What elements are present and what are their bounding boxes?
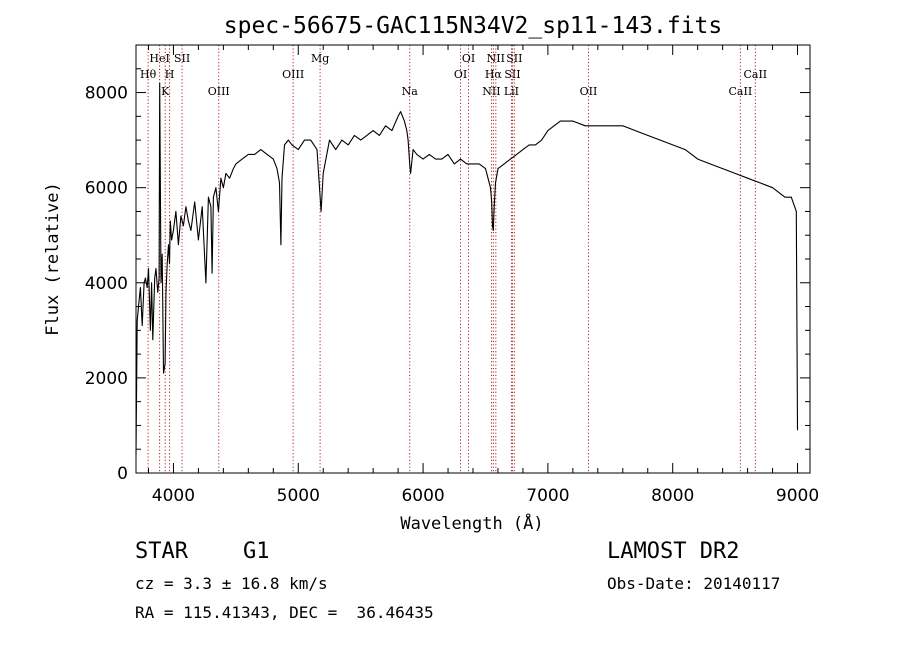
y-tick-label-2: 4000 xyxy=(85,274,128,294)
line-label-4: SII xyxy=(174,52,190,65)
line-label-15: LiI xyxy=(504,85,519,98)
y-tick-label-3: 6000 xyxy=(85,179,128,199)
axis-layer: 4000 5000 6000 7000 8000 9000 0 2000 4000 6000 800… xyxy=(85,44,819,506)
line-label-10: OI xyxy=(462,52,475,65)
object-subclass: G1 xyxy=(243,539,270,564)
line-label-1: HeI xyxy=(149,52,169,65)
x-axis-label: Wavelength (Å) xyxy=(400,512,543,534)
line-label-2: K xyxy=(161,85,170,98)
line-label-6: OIII xyxy=(282,68,304,81)
spectrum-line xyxy=(135,82,799,455)
redshift-text: cz = 3.3 ± 16.8 km/s xyxy=(135,574,328,593)
line-label-5: OIII xyxy=(208,85,230,98)
line-label-13: Hα xyxy=(485,68,503,81)
line-label-16: SII xyxy=(506,52,522,65)
line-label-11: NII xyxy=(482,85,500,98)
chart-title: spec-56675-GAC115N34V2_sp11-143.fits xyxy=(224,13,723,39)
line-label-8: Na xyxy=(402,85,419,98)
y-tick-label-0: 0 xyxy=(117,464,128,484)
line-label-14: SII xyxy=(504,68,520,81)
spectrum-layer xyxy=(135,82,799,455)
y-tick-label-4: 8000 xyxy=(85,84,128,104)
y-tick-label-1: 2000 xyxy=(85,369,128,389)
obs-date: Obs-Date: 20140117 xyxy=(607,574,781,593)
line-label-12: NII xyxy=(487,52,505,65)
line-label-19: CaII xyxy=(743,68,767,81)
x-tick-label-1: 5000 xyxy=(277,486,320,506)
survey-name: LAMOST DR2 xyxy=(607,539,740,564)
line-label-0: Hθ xyxy=(140,68,157,81)
plot-frame xyxy=(135,44,811,474)
x-tick-label-3: 7000 xyxy=(526,486,569,506)
x-tick-label-4: 8000 xyxy=(651,486,694,506)
x-tick-label-5: 9000 xyxy=(776,486,819,506)
y-axis-label: Flux (relative) xyxy=(43,182,63,336)
line-label-17: OII xyxy=(580,85,598,98)
object-class: STAR xyxy=(135,539,188,564)
coordinates-text: RA = 115.41343, DEC = 36.46435 xyxy=(135,603,434,622)
line-label-9: OI xyxy=(454,68,467,81)
x-tick-label-2: 6000 xyxy=(401,486,444,506)
x-tick-label-0: 4000 xyxy=(152,486,195,506)
line-label-18: CaII xyxy=(729,85,753,98)
line-label-7: Mg xyxy=(311,52,329,65)
line-label-3: H xyxy=(165,68,175,81)
